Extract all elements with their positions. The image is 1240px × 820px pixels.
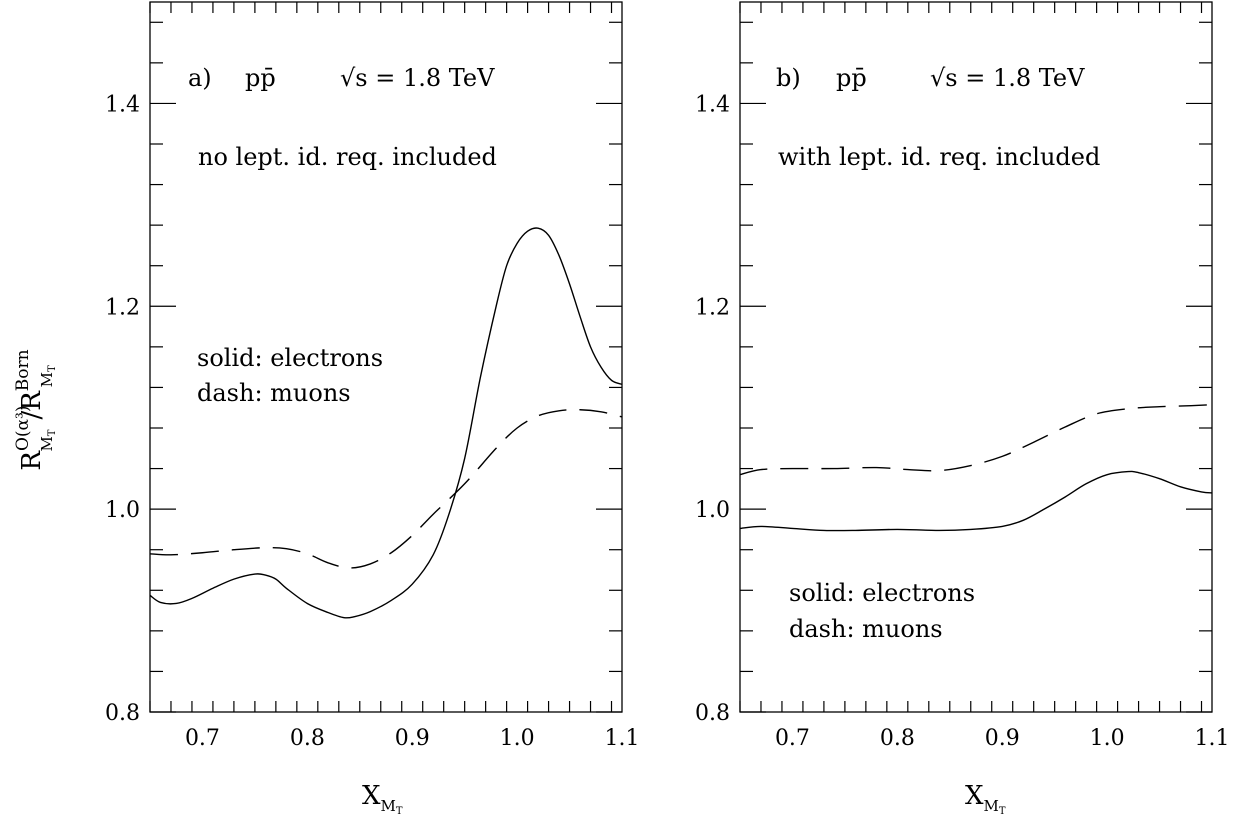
panel-b-series-muons [739, 403, 1213, 476]
panel-b-y-tick-label: 1.2 [695, 295, 730, 320]
panel-b-x-tick-label: 1.0 [1090, 726, 1125, 751]
panel-b-series-electrons [739, 470, 1213, 532]
panel-a-x-tick-label: 0.7 [185, 726, 220, 751]
panel-b-curves [739, 403, 1213, 532]
panel-a-y-tick-label: 1.0 [105, 498, 140, 523]
panel-a-series-muons [149, 408, 623, 569]
panel-b-frame [739, 1, 1213, 713]
panel-a-legend-solid: solid: electrons [197, 344, 383, 372]
panel-b-x-tick-label: 0.8 [880, 726, 915, 751]
ylabel-sub1: M [38, 436, 56, 451]
panel-a: 0.7 0.8 0.9 1.0 1.1 0.8 1.0 1.2 1.4 a) pp̄ √s = … [105, 1, 640, 817]
panel-a-frame [149, 1, 623, 713]
panel-a-y-tick-label: 0.8 [105, 701, 140, 726]
panel-b-x-axis-label: XMT [965, 781, 1006, 817]
ylabel-sup2: Born [13, 349, 33, 391]
ylabel-sup1: O(α³) [13, 406, 33, 452]
panel-b: 0.7 0.8 0.9 1.0 1.1 0.8 1.0 1.2 1.4 b) pp̄ √s = … [695, 1, 1230, 817]
panel-a-x-tick-label: 1.1 [605, 726, 640, 751]
panel-b-x-tick-label: 0.7 [775, 726, 810, 751]
panel-b-legend-solid: solid: electrons [789, 579, 975, 607]
panel-a-legend-dash: dash: muons [197, 379, 351, 407]
ylabel-base1: R [17, 450, 47, 471]
panel-a-series-electrons [149, 227, 623, 619]
panel-a-ticks [149, 2, 622, 713]
ylabel-sub2: M [38, 372, 56, 387]
panel-a-energy: √s = 1.8 TeV [340, 64, 495, 92]
y-axis-label: RO(α³) MT/RBorn MT [13, 349, 58, 470]
panel-a-x-tick-label: 0.8 [290, 726, 325, 751]
panel-a-y-tick-label: 1.2 [105, 295, 140, 320]
ylabel-subsub1: T [47, 429, 58, 436]
panel-a-x-tick-label: 0.9 [395, 726, 430, 751]
panel-a-note: no lept. id. req. included [198, 143, 497, 171]
panel-b-y-tick-label: 1.0 [695, 498, 730, 523]
ylabel-base2: R [17, 390, 47, 411]
panel-a-x-tick-label: 1.0 [500, 726, 535, 751]
panel-b-legend-dash: dash: muons [789, 615, 943, 643]
panel-a-curves [149, 227, 623, 619]
panel-b-ticks [739, 2, 1212, 713]
panel-a-label: a) [188, 64, 212, 92]
panel-b-process: pp̄ [836, 64, 867, 92]
panel-a-x-axis-label: XMT [362, 781, 403, 817]
panel-b-label: b) [776, 64, 801, 92]
panel-a-tick-labels: 0.7 0.8 0.9 1.0 1.1 0.8 1.0 1.2 1.4 [105, 92, 640, 751]
ylabel-subsub2: T [47, 365, 58, 372]
panel-b-energy: √s = 1.8 TeV [930, 64, 1085, 92]
panel-b-x-tick-label: 1.1 [1195, 726, 1230, 751]
panel-b-x-tick-label: 0.9 [985, 726, 1020, 751]
panel-a-process: pp̄ [245, 64, 276, 92]
panel-b-y-tick-label: 0.8 [695, 701, 730, 726]
panel-b-note: with lept. id. req. included [778, 143, 1100, 171]
panel-b-y-tick-label: 1.4 [695, 92, 730, 117]
panel-a-y-tick-label: 1.4 [105, 92, 140, 117]
ylabel-slash: / [17, 411, 47, 420]
panel-b-tick-labels: 0.7 0.8 0.9 1.0 1.1 0.8 1.0 1.2 1.4 [695, 92, 1230, 751]
